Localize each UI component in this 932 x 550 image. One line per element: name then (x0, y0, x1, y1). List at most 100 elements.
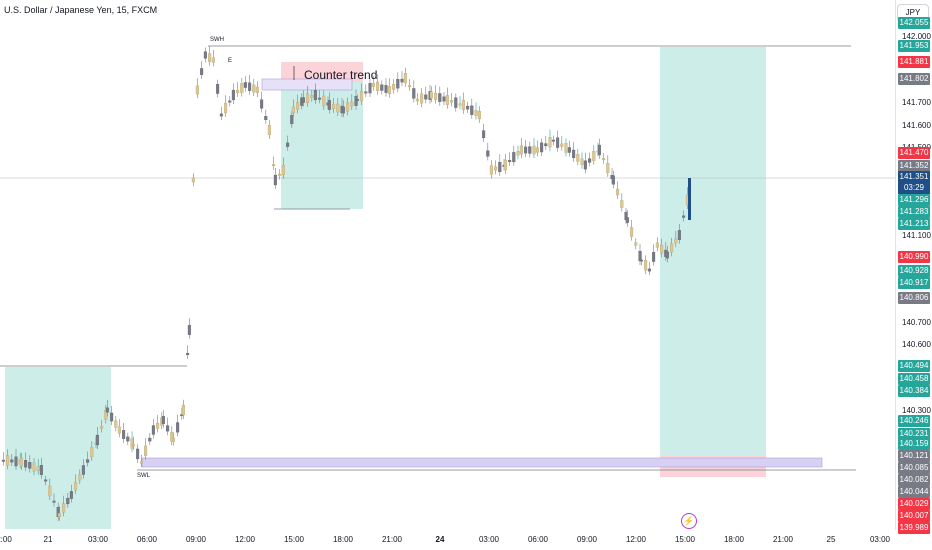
time-label: 03:00 (87, 535, 109, 544)
candle (461, 99, 465, 111)
candle (90, 446, 94, 458)
candle (376, 81, 380, 91)
candle (415, 98, 419, 102)
candle (281, 165, 285, 175)
candle (519, 145, 523, 155)
candle (52, 500, 56, 503)
price-tag: 140.917 (898, 277, 930, 289)
candle (474, 110, 478, 116)
time-label: 12:00 (234, 535, 256, 544)
candle (368, 83, 372, 94)
candle (181, 404, 185, 416)
candle (674, 238, 678, 244)
price-tag: 140.494 (898, 360, 930, 372)
time-label: 09:00 (576, 535, 598, 544)
candle (310, 95, 314, 98)
candle (69, 491, 73, 499)
candle (14, 456, 18, 467)
lightning-icon[interactable]: ⚡ (681, 513, 697, 529)
candle (438, 93, 442, 102)
candle (482, 130, 486, 139)
candle (354, 96, 358, 106)
candle (219, 113, 223, 117)
candle (616, 188, 620, 196)
candle (532, 145, 536, 155)
small-purple-zone[interactable] (261, 78, 353, 91)
candle (380, 84, 384, 91)
candle (200, 68, 204, 75)
candle (652, 252, 656, 262)
candle (647, 268, 651, 272)
candles[interactable] (1, 46, 691, 521)
price-tag: 141.802 (898, 73, 930, 85)
price-tag: 140.806 (898, 292, 930, 304)
candle (360, 90, 364, 102)
candle (278, 173, 282, 176)
candle (597, 144, 601, 156)
candle (322, 95, 326, 107)
candle (81, 465, 85, 475)
candle (442, 96, 446, 102)
price-tag: 141.352 (898, 160, 930, 172)
candle (144, 445, 148, 456)
time-label: 21:00 (772, 535, 794, 544)
candle (489, 165, 493, 175)
long-position-zone-right[interactable] (660, 47, 766, 456)
short-zone-red[interactable] (281, 62, 363, 82)
swl-label: SWL (137, 473, 151, 479)
candle (644, 260, 648, 271)
time-label: 12:00 (625, 535, 647, 544)
price-tag: 140.085 (898, 462, 930, 474)
candle (677, 230, 681, 240)
candle (24, 460, 28, 468)
candle (114, 420, 118, 428)
candle (429, 91, 433, 99)
candle (95, 434, 99, 446)
price-chart[interactable] (0, 0, 895, 530)
candle (364, 91, 368, 94)
candle (660, 244, 664, 254)
candle (560, 143, 564, 147)
time-label: 24 (435, 535, 445, 544)
candle (544, 143, 548, 147)
candle (203, 51, 207, 59)
candle (477, 111, 481, 119)
candle (139, 461, 143, 464)
candle (548, 137, 552, 148)
candle (392, 83, 396, 90)
candle (126, 436, 130, 442)
candle (211, 57, 215, 63)
grid-price-label: 140.700 (902, 318, 931, 327)
candle (260, 99, 264, 109)
candle (296, 102, 300, 110)
candle (156, 422, 160, 429)
swl-purple-zone[interactable] (141, 457, 823, 468)
candle (424, 94, 428, 100)
time-label: 03:00 (869, 535, 891, 544)
candle (572, 149, 576, 159)
candle (105, 407, 109, 413)
long-zone-mid[interactable] (281, 82, 363, 209)
time-label: 25 (826, 535, 836, 544)
candle (148, 437, 152, 442)
grid-price-label: 140.300 (902, 406, 931, 415)
candle (336, 103, 340, 113)
candle (403, 72, 407, 84)
candle (36, 466, 40, 471)
candle (318, 97, 322, 100)
candle (122, 430, 126, 439)
candle (39, 465, 43, 475)
candle (535, 147, 539, 153)
grid-price-label: 141.700 (902, 98, 931, 107)
time-label: 18:00 (723, 535, 745, 544)
candle (166, 425, 170, 432)
candle (634, 242, 638, 246)
candle (371, 83, 375, 87)
candle (512, 152, 516, 163)
candle (74, 482, 78, 491)
candle (408, 85, 412, 88)
candle (494, 166, 498, 171)
candle (508, 160, 512, 163)
candle (412, 88, 416, 99)
candle (625, 217, 629, 223)
